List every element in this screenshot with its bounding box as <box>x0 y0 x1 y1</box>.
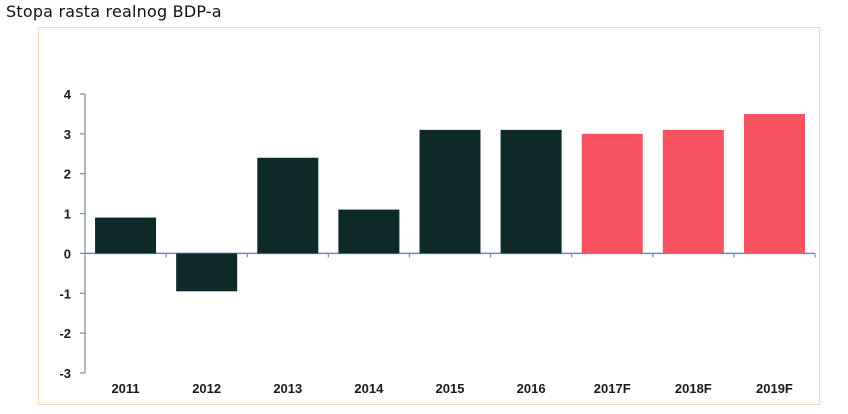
y-axis: -3 -2 -1 0 1 2 3 4 <box>59 87 86 381</box>
bar-2019F <box>743 113 805 254</box>
x-tick-label: 2019F <box>756 381 793 396</box>
x-tick-label: 2018F <box>675 381 712 396</box>
x-tick-label: 2016 <box>517 381 546 396</box>
bar-2014 <box>338 209 400 254</box>
y-tick-label: 1 <box>64 207 71 222</box>
y-tick-label: 2 <box>64 167 71 182</box>
x-tick-label: 2013 <box>273 381 302 396</box>
bar-2012 <box>176 253 238 292</box>
bar-2011 <box>95 217 157 254</box>
bar-2015 <box>419 129 481 254</box>
y-tick-label: 4 <box>64 87 72 102</box>
y-tick-label: -3 <box>59 366 71 381</box>
x-tick-label: 2015 <box>436 381 465 396</box>
y-tick-label: -2 <box>59 326 71 341</box>
x-tick-label: 2011 <box>111 381 139 396</box>
y-tick-label: -1 <box>59 286 71 301</box>
y-tick-label: 3 <box>64 127 71 142</box>
chart-frame <box>38 27 820 405</box>
chart-title: Stopa rasta realnog BDP-a <box>6 2 222 21</box>
y-tick-label: 0 <box>64 246 71 261</box>
bars <box>95 113 805 292</box>
bar-2018F <box>662 129 724 254</box>
bar-2016 <box>500 129 562 254</box>
x-tick-labels: 2011 2012 2013 2014 2015 2016 2017F 2018F 2019F <box>111 381 792 396</box>
x-tick-label: 2017F <box>594 381 631 396</box>
x-tick-label: 2014 <box>354 381 384 396</box>
bar-2017F <box>581 133 643 254</box>
x-tick-label: 2012 <box>192 381 221 396</box>
bar-2013 <box>257 157 319 254</box>
